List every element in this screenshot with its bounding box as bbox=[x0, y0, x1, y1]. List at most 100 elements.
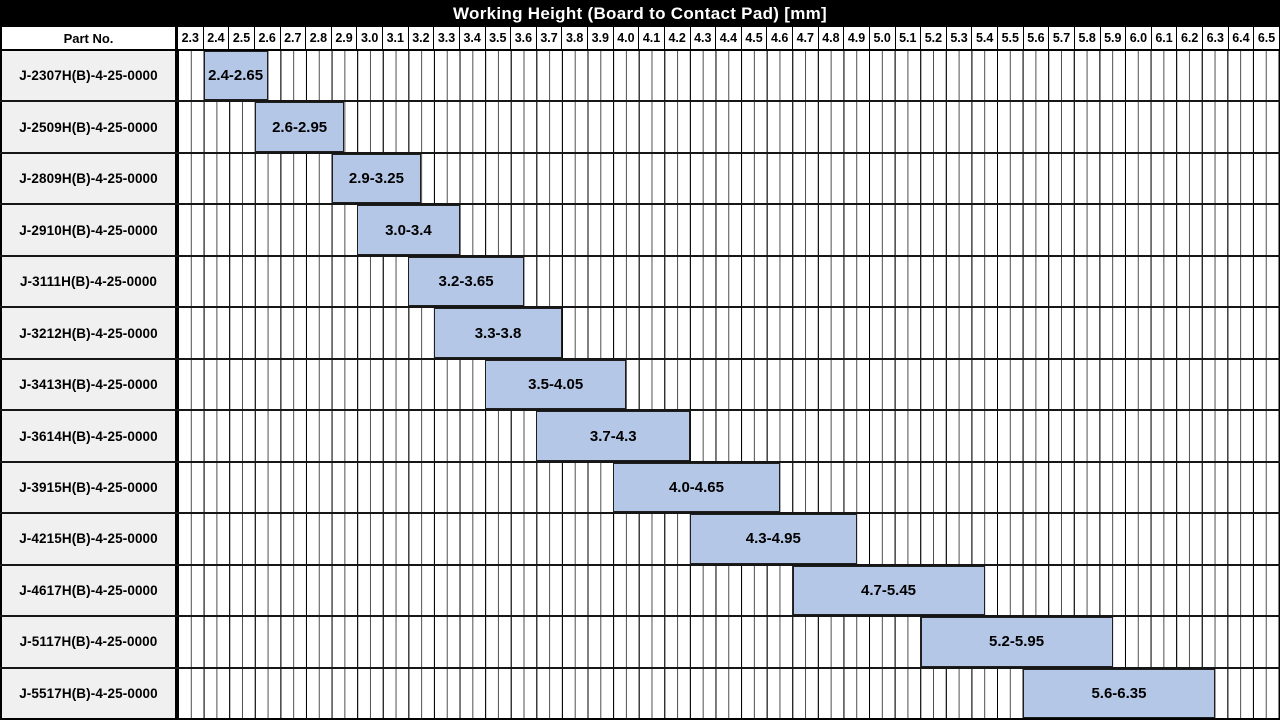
working-height-bar: 4.3-4.95 bbox=[690, 514, 857, 564]
row-track: 4.7-5.45 bbox=[178, 565, 1280, 616]
axis-tick-label: 4.5 bbox=[741, 27, 768, 49]
axis-tick-label: 2.9 bbox=[331, 27, 358, 49]
axis-tick-label: 4.7 bbox=[793, 27, 819, 49]
part-no-cell: J-2910H(B)-4-25-0000 bbox=[0, 205, 178, 255]
axis-tick-label: 3.4 bbox=[459, 27, 486, 49]
row-track: 4.0-4.65 bbox=[178, 462, 1280, 513]
working-height-bar: 2.4-2.65 bbox=[203, 51, 268, 101]
table-row: J-3413H(B)-4-25-0000 3.5-4.05 bbox=[0, 359, 1280, 412]
axis-tick-label: 4.4 bbox=[716, 27, 742, 49]
axis-tick-row: 2.3 2.4 2.5 2.6 2.7 2.8 2.9 3.0 3.1 3.2 … bbox=[178, 27, 1280, 49]
axis-tick-label: 6.1 bbox=[1151, 27, 1178, 49]
bar-range-label: 3.2-3.65 bbox=[438, 273, 494, 291]
table-row: J-2809H(B)-4-25-0000 2.9-3.25 bbox=[0, 153, 1280, 206]
working-height-bar: 2.6-2.95 bbox=[254, 102, 345, 152]
bar-range-label: 3.3-3.8 bbox=[474, 324, 522, 342]
axis-tick-label: 2.7 bbox=[280, 27, 307, 49]
working-height-bar: 3.0-3.4 bbox=[357, 205, 460, 255]
table-row: J-5517H(B)-4-25-0000 5.6-6.35 bbox=[0, 668, 1280, 720]
table-row: J-3212H(B)-4-25-0000 3.3-3.8 bbox=[0, 308, 1280, 360]
axis-tick-label: 6.4 bbox=[1228, 27, 1255, 49]
row-track: 3.0-3.4 bbox=[178, 205, 1280, 255]
table-row: J-2509H(B)-4-25-0000 2.6-2.95 bbox=[0, 102, 1280, 154]
chart-title: Working Height (Board to Contact Pad) [m… bbox=[453, 3, 827, 23]
bar-range-label: 5.6-6.35 bbox=[1091, 684, 1147, 702]
axis-tick-label: 4.3 bbox=[690, 27, 717, 49]
part-no-cell: J-3212H(B)-4-25-0000 bbox=[0, 308, 178, 358]
part-no-cell: J-2809H(B)-4-25-0000 bbox=[0, 153, 178, 204]
part-no-cell: J-5117H(B)-4-25-0000 bbox=[0, 617, 178, 667]
axis-tick-label: 5.9 bbox=[1100, 27, 1127, 49]
axis-tick-label: 3.0 bbox=[357, 27, 383, 49]
row-track: 3.3-3.8 bbox=[178, 308, 1280, 358]
row-track: 3.7-4.3 bbox=[178, 411, 1280, 461]
part-no-cell: J-4215H(B)-4-25-0000 bbox=[0, 514, 178, 564]
part-no-cell: J-2307H(B)-4-25-0000 bbox=[0, 51, 178, 101]
axis-tick-label: 2.3 bbox=[178, 27, 204, 49]
row-track: 3.5-4.05 bbox=[178, 359, 1280, 410]
bar-range-label: 3.7-4.3 bbox=[589, 427, 637, 445]
chart-body: J-2307H(B)-4-25-0000 2.4-2.65 J-2509H(B)… bbox=[0, 51, 1280, 720]
working-height-bar: 5.2-5.95 bbox=[920, 617, 1113, 667]
working-height-bar: 2.9-3.25 bbox=[331, 153, 422, 204]
table-row: J-3915H(B)-4-25-0000 4.0-4.65 bbox=[0, 462, 1280, 515]
table-row: J-2910H(B)-4-25-0000 3.0-3.4 bbox=[0, 205, 1280, 257]
bar-range-label: 3.0-3.4 bbox=[385, 221, 432, 239]
table-row: J-4617H(B)-4-25-0000 4.7-5.45 bbox=[0, 565, 1280, 618]
part-no-cell: J-3413H(B)-4-25-0000 bbox=[0, 359, 178, 410]
axis-tick-label: 5.3 bbox=[946, 27, 973, 49]
axis-tick-label: 6.5 bbox=[1254, 27, 1280, 49]
axis-tick-label: 5.7 bbox=[1049, 27, 1075, 49]
axis-tick-label: 4.6 bbox=[767, 27, 793, 49]
axis-tick-label: 3.8 bbox=[562, 27, 588, 49]
axis-tick-label: 4.0 bbox=[613, 27, 640, 49]
bar-range-label: 2.6-2.95 bbox=[272, 118, 328, 136]
axis-tick-label: 2.4 bbox=[203, 27, 230, 49]
part-no-cell: J-4617H(B)-4-25-0000 bbox=[0, 565, 178, 616]
working-height-bar: 5.6-6.35 bbox=[1022, 668, 1215, 719]
axis-tick-label: 3.3 bbox=[434, 27, 460, 49]
axis-tick-label: 3.1 bbox=[383, 27, 409, 49]
axis-tick-label: 5.5 bbox=[998, 27, 1024, 49]
axis-tick-label: 6.2 bbox=[1177, 27, 1203, 49]
bar-range-label: 4.0-4.65 bbox=[668, 478, 724, 496]
working-height-bar: 4.0-4.65 bbox=[613, 462, 780, 513]
part-no-header: Part No. bbox=[0, 27, 178, 49]
part-no-cell: J-3915H(B)-4-25-0000 bbox=[0, 462, 178, 513]
chart-title-bar: Working Height (Board to Contact Pad) [m… bbox=[0, 0, 1280, 27]
table-row: J-3614H(B)-4-25-0000 3.7-4.3 bbox=[0, 411, 1280, 463]
axis-tick-label: 3.6 bbox=[511, 27, 537, 49]
axis-tick-label: 5.1 bbox=[895, 27, 922, 49]
row-track: 2.9-3.25 bbox=[178, 153, 1280, 204]
working-height-bar: 3.2-3.65 bbox=[408, 256, 524, 307]
bar-range-label: 4.7-5.45 bbox=[860, 581, 917, 599]
bar-range-label: 4.3-4.95 bbox=[745, 530, 801, 548]
table-row: J-2307H(B)-4-25-0000 2.4-2.65 bbox=[0, 51, 1280, 103]
row-track: 4.3-4.95 bbox=[178, 514, 1280, 564]
bar-range-label: 3.5-4.05 bbox=[528, 376, 584, 394]
axis-tick-label: 5.2 bbox=[921, 27, 947, 49]
axis-tick-label: 4.8 bbox=[818, 27, 845, 49]
row-track: 5.6-6.35 bbox=[178, 668, 1280, 719]
part-no-cell: J-3614H(B)-4-25-0000 bbox=[0, 411, 178, 461]
table-row: J-3111H(B)-4-25-0000 3.2-3.65 bbox=[0, 256, 1280, 309]
axis-tick-label: 3.2 bbox=[408, 27, 435, 49]
working-height-bar: 3.5-4.05 bbox=[485, 359, 627, 410]
header-row: Part No. 2.3 2.4 2.5 2.6 2.7 2.8 2.9 3.0… bbox=[0, 27, 1280, 51]
bar-range-label: 2.4-2.65 bbox=[208, 67, 264, 85]
axis-tick-label: 2.6 bbox=[254, 27, 281, 49]
axis-tick-label: 2.8 bbox=[306, 27, 332, 49]
axis-tick-label: 3.9 bbox=[588, 27, 614, 49]
axis-tick-label: 6.3 bbox=[1203, 27, 1229, 49]
axis-tick-label: 5.0 bbox=[869, 27, 896, 49]
bar-range-label: 5.2-5.95 bbox=[989, 633, 1045, 651]
axis-tick-label: 3.7 bbox=[536, 27, 563, 49]
part-no-cell: J-3111H(B)-4-25-0000 bbox=[0, 256, 178, 307]
axis-tick-label: 5.8 bbox=[1074, 27, 1101, 49]
axis-tick-label: 2.5 bbox=[229, 27, 255, 49]
axis-tick-label: 4.2 bbox=[664, 27, 691, 49]
axis-tick-label: 4.1 bbox=[639, 27, 665, 49]
row-track: 2.4-2.65 bbox=[178, 51, 1280, 101]
part-no-cell: J-5517H(B)-4-25-0000 bbox=[0, 668, 178, 719]
